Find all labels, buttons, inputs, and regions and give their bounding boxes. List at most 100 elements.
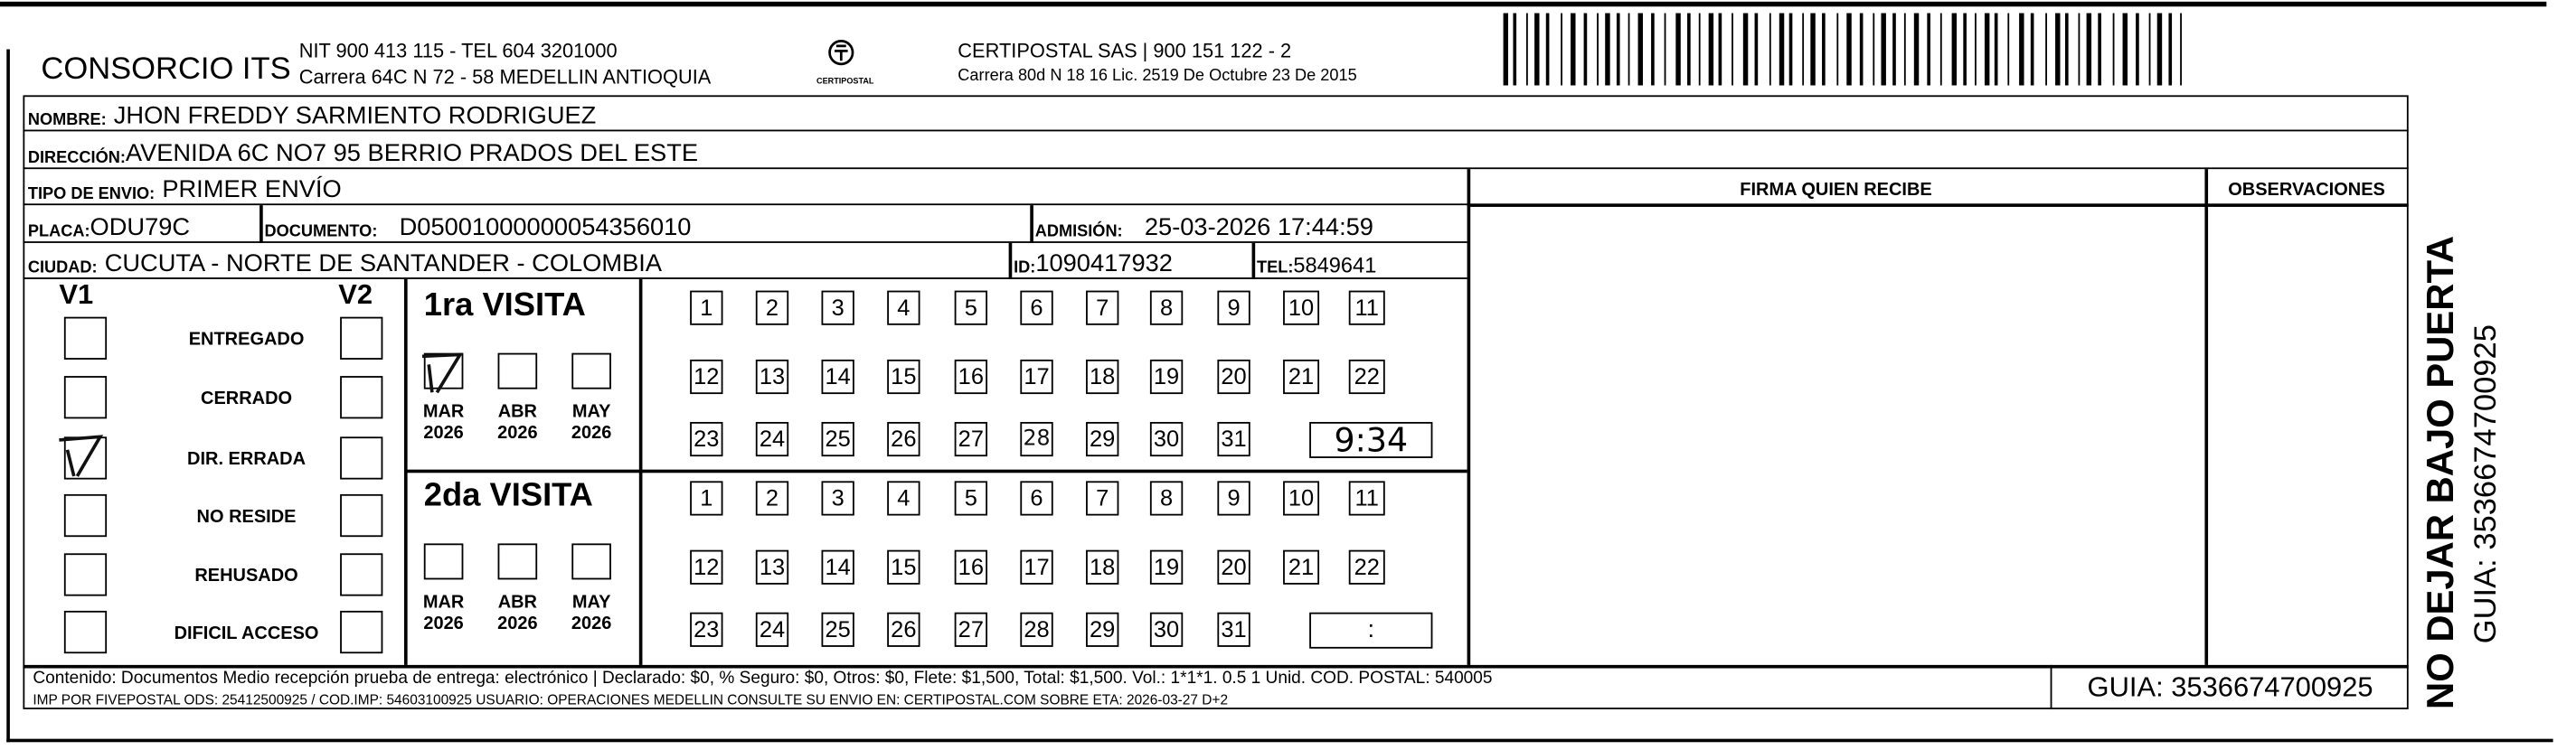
barcode-bar [1718,13,1722,86]
day-box[interactable]: 14 [821,549,854,585]
v2-checkbox[interactable] [340,376,383,419]
barcode-bar [1613,13,1616,86]
v1-checkbox[interactable] [63,316,108,360]
day-box[interactable]: 7 [1086,290,1119,325]
day-box[interactable]: 29 [1086,421,1119,457]
observations-area[interactable] [2208,207,2407,663]
day-box[interactable]: 1 [690,481,723,516]
month-checkbox[interactable] [497,352,538,389]
barcode-bar [1656,13,1661,86]
barcode-bar [1579,13,1581,86]
company-name: CONSORCIO ITS [41,52,291,88]
day-box[interactable]: 22 [1348,359,1385,395]
day-box[interactable]: 25 [821,421,854,457]
status-label: ENTREGADO [188,330,305,351]
month-checkbox[interactable] [497,543,538,580]
tipo-label: TIPO DE ENVIO: [27,185,156,204]
day-box[interactable]: 24 [755,612,789,647]
day-box[interactable]: 15 [887,359,920,395]
day-box[interactable]: 3 [821,290,854,325]
day-box[interactable]: 16 [954,549,988,585]
day-box[interactable]: 22 [1348,549,1385,585]
time-box[interactable]: : [1309,612,1433,649]
ciudad-label: CIUDAD: [27,259,98,278]
day-box[interactable]: 27 [954,612,988,647]
day-box[interactable]: 26 [887,421,920,457]
v2-checkbox[interactable] [340,316,383,360]
v1-checkbox[interactable] [63,610,108,654]
day-box[interactable]: 1 [690,290,723,325]
day-box[interactable]: 24 [755,421,789,457]
v1-checkbox[interactable] [63,376,108,419]
day-box[interactable]: 29 [1086,612,1119,647]
day-box[interactable]: 6 [1020,290,1053,325]
day-box[interactable]: 10 [1283,290,1320,325]
v2-checkbox[interactable] [340,493,383,538]
barcode-bar [1723,13,1729,86]
day-box[interactable]: 4 [887,290,920,325]
day-box[interactable]: 5 [954,290,988,325]
day-box[interactable]: 13 [755,549,789,585]
day-box[interactable]: 16 [954,359,988,395]
day-box[interactable]: 28 [1020,612,1053,647]
day-box[interactable]: 17 [1020,359,1053,395]
ciudad-cell: CIUDAD: CUCUTA - NORTE DE SANTANDER - CO… [23,243,1008,277]
month-checkbox[interactable] [571,543,611,580]
day-box[interactable]: 9 [1217,290,1250,325]
barcode-bar [1967,13,1974,86]
barcode-bar [2122,13,2128,86]
day-box[interactable]: 7 [1086,481,1119,516]
day-box[interactable]: 15 [887,549,920,585]
day-box[interactable]: 14 [821,359,854,395]
time-box[interactable]: 9:34 [1309,421,1433,458]
day-box[interactable]: 18 [1086,549,1119,585]
day-box[interactable]: 21 [1283,549,1320,585]
day-box[interactable]: 9 [1217,481,1250,516]
day-box[interactable]: 19 [1149,549,1184,585]
day-box[interactable]: 23 [690,612,723,647]
day-box[interactable]: 6 [1020,481,1053,516]
day-box[interactable]: 25 [821,612,854,647]
day-box[interactable]: 26 [887,612,920,647]
day-box[interactable]: 21 [1283,359,1320,395]
day-box[interactable]: 2 [755,481,789,516]
day-box[interactable]: 5 [954,481,988,516]
day-box[interactable]: 11 [1348,481,1385,516]
day-box[interactable]: 8 [1149,290,1184,325]
day-box[interactable]: 12 [690,549,723,585]
day-box[interactable]: 2 [755,290,789,325]
day-box[interactable]: 13 [755,359,789,395]
v1-checkbox[interactable] [63,553,108,596]
day-box[interactable]: 27 [954,421,988,457]
v2-checkbox[interactable] [340,436,383,480]
day-box[interactable]: 12 [690,359,723,395]
day-box[interactable]: 31 [1217,612,1250,647]
barcode-bar [2050,13,2054,86]
day-box[interactable]: 17 [1020,549,1053,585]
barcode-bar [1525,13,1528,86]
barcode-bar [1605,13,1610,86]
day-box[interactable]: 30 [1149,421,1184,457]
day-box[interactable]: 8 [1149,481,1184,516]
day-box[interactable]: 23 [690,421,723,457]
v2-checkbox[interactable] [340,553,383,596]
barcode-bar [1913,13,1920,86]
day-box-handwritten[interactable]: 28 [1020,421,1053,457]
day-box[interactable]: 30 [1149,612,1184,647]
signature-area[interactable] [1470,207,2203,663]
day-box[interactable]: 10 [1283,481,1320,516]
month-checkbox[interactable] [423,543,464,580]
day-box[interactable]: 20 [1217,359,1250,395]
day-box[interactable]: 31 [1217,421,1250,457]
v1-checkbox[interactable] [63,493,108,538]
day-box[interactable]: 20 [1217,549,1250,585]
day-box[interactable]: 3 [821,481,854,516]
day-box[interactable]: 18 [1086,359,1119,395]
barcode-bar [1631,13,1635,86]
day-box[interactable]: 11 [1348,290,1385,325]
day-box[interactable]: 19 [1149,359,1184,395]
day-box[interactable]: 4 [887,481,920,516]
v2-checkbox[interactable] [340,610,383,654]
barcode-bar [2116,13,2119,86]
month-checkbox[interactable] [571,352,611,389]
